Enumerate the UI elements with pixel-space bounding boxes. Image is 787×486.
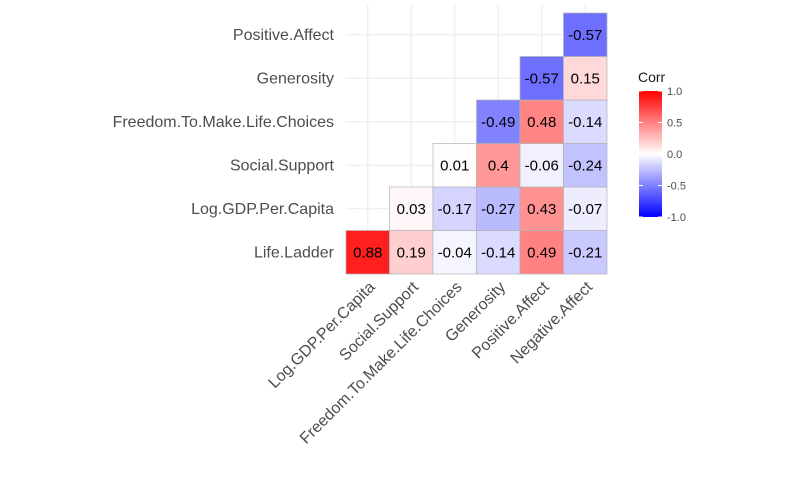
heatmap-cell — [519, 230, 564, 275]
cell-value-label: 0.88 — [353, 244, 382, 261]
heatmap-cell — [563, 186, 608, 231]
heatmap-cell — [563, 12, 608, 57]
heatmap-cell — [389, 186, 434, 231]
legend-tick-label: 0.5 — [667, 118, 682, 130]
cell-value-label: -0.27 — [481, 201, 515, 218]
cell-value-label: 0.49 — [527, 244, 556, 261]
cell-value-label: -0.49 — [481, 114, 515, 131]
cell-value-label: -0.06 — [525, 157, 559, 174]
legend-title: Corr — [638, 69, 666, 85]
row-label: Log.GDP.Per.Capita — [191, 201, 334, 218]
heatmap-cell — [563, 99, 608, 144]
heatmap-cell — [432, 143, 477, 188]
cell-value-label: 0.01 — [440, 157, 469, 174]
row-label: Generosity — [257, 70, 334, 87]
row-label: Life.Ladder — [254, 244, 335, 261]
cell-value-label: -0.57 — [525, 70, 559, 87]
cell-value-label: 0.15 — [571, 70, 600, 87]
cell-value-label: 0.43 — [527, 201, 556, 218]
x-axis-tick-labels: Log.GDP.Per.CapitaSocial.SupportFreedom.… — [266, 278, 597, 447]
heatmap-cells: 0.88 0.19 -0.04 -0.14 0.49 -0.21 0.03 -0.17 -0.2… — [345, 12, 608, 275]
cell-value-label: -0.04 — [438, 244, 472, 261]
cell-value-label: -0.17 — [438, 201, 472, 218]
heatmap-cell — [345, 230, 390, 275]
legend-tick-label: -1.0 — [667, 212, 686, 224]
row-label: Freedom.To.Make.Life.Choices — [113, 114, 334, 131]
cell-value-label: 0.48 — [527, 114, 556, 131]
heatmap-cell — [519, 143, 564, 188]
cell-value-label: 0.03 — [397, 201, 426, 218]
cell-value-label: -0.14 — [481, 244, 515, 261]
cell-value-label: 0.4 — [488, 157, 509, 174]
cell-value-label: -0.07 — [568, 201, 602, 218]
legend-colorbar — [639, 91, 662, 217]
row-label: Positive.Affect — [233, 27, 335, 44]
cell-value-label: -0.14 — [568, 114, 602, 131]
heatmap-cell — [476, 143, 521, 188]
row-label: Social.Support — [230, 157, 335, 174]
cell-value-label: -0.21 — [568, 244, 602, 261]
legend-tick-label: -0.5 — [667, 181, 686, 193]
cell-value-label: -0.24 — [568, 157, 602, 174]
heatmap-cell — [519, 99, 564, 144]
legend-tick-label: 0.0 — [667, 149, 682, 161]
heatmap-cell — [519, 186, 564, 231]
y-axis-tick-labels: Life.Ladder Log.GDP.Per.Capita Social.Supp… — [113, 27, 335, 262]
cell-value-label: -0.57 — [568, 27, 602, 44]
column-label: Positive.Affect — [469, 278, 553, 362]
heatmap-cell — [563, 230, 608, 275]
column-label: Negative.Affect — [508, 278, 597, 367]
heatmap-cell — [563, 56, 608, 101]
column-label: Freedom.To.Make.Life.Choices — [297, 279, 466, 448]
cell-value-label: 0.19 — [397, 244, 426, 261]
heatmap-cell — [476, 99, 521, 144]
legend-tick-label: 1.0 — [667, 86, 682, 98]
heatmap-cell — [563, 143, 608, 188]
color-legend: Corr 1.0 0.5 0.0 -0.5 -1.0 — [638, 69, 686, 224]
